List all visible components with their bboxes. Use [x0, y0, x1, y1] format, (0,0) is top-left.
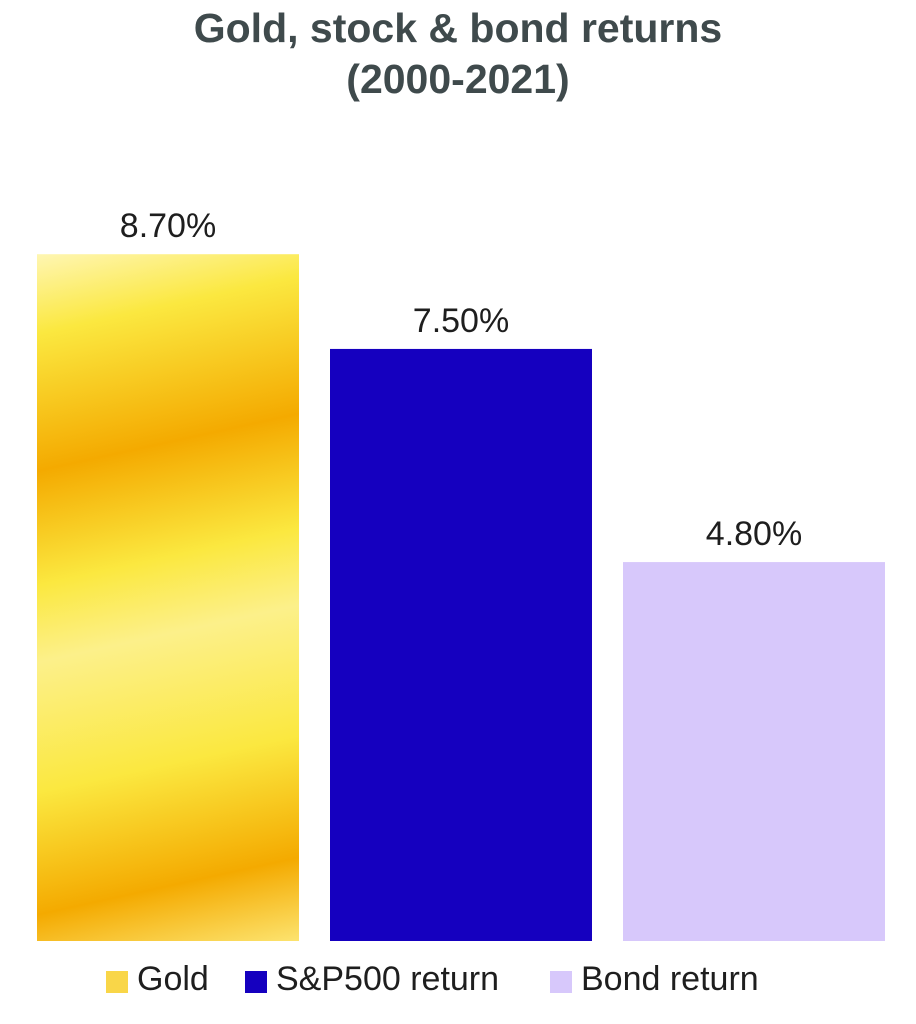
value-labels-layer: 8.70% 7.50% 4.80%: [120, 207, 802, 553]
value-label-sp500: 7.50%: [413, 302, 509, 340]
chart-subtitle: (2000-2021): [346, 56, 569, 102]
legend-swatch-sp500: [245, 971, 267, 993]
legend-label-bond: Bond return: [581, 960, 759, 998]
bar-sp500: [330, 348, 592, 941]
legend-label-gold: Gold: [137, 960, 209, 998]
bars-layer: [37, 254, 885, 942]
legend-label-sp500: S&P500 return: [276, 960, 499, 998]
legend-swatch-bond: [550, 971, 572, 993]
chart-title: Gold, stock & bond returns: [194, 5, 722, 51]
value-label-gold: 8.70%: [120, 207, 216, 245]
bar-gold: [37, 254, 299, 942]
legend-swatch-gold: [106, 971, 128, 993]
legend-item-gold: Gold: [106, 960, 209, 998]
legend-item-sp500: S&P500 return: [245, 960, 499, 998]
value-label-bond: 4.80%: [706, 515, 802, 553]
bar-bond: [623, 562, 885, 941]
legend: Gold S&P500 return Bond return: [106, 960, 759, 998]
legend-item-bond: Bond return: [550, 960, 759, 998]
